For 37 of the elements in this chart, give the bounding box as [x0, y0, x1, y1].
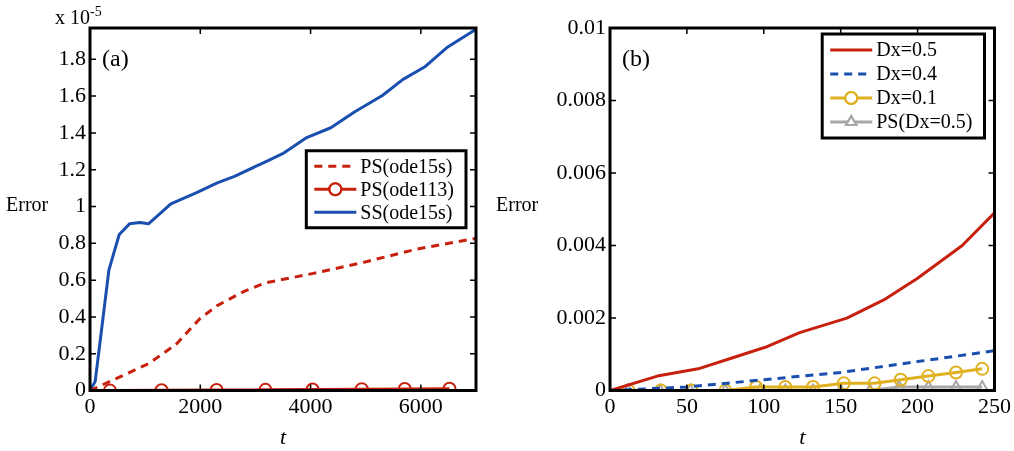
y-tick-label: 0.006 [556, 158, 606, 184]
x-tick-label: 50 [675, 392, 698, 418]
y-tick-label: 1.4 [58, 118, 86, 144]
y-tick-label: 0.008 [556, 86, 606, 112]
x-tick-label: 150 [824, 392, 858, 418]
legend-label: Dx=0.5 [876, 38, 937, 61]
y-tick-label: 1.6 [58, 81, 86, 107]
y-axis-title: Error [496, 192, 539, 215]
legend-label: PS(ode15s) [360, 154, 453, 178]
legend-label: Dx=0.1 [876, 86, 937, 109]
y-tick-label: 0 [75, 376, 86, 402]
x-tick-label: 2000 [178, 392, 223, 418]
x-tick-label: 6000 [398, 392, 443, 418]
y-tick-label: 1.8 [58, 45, 86, 71]
x-axis-title: t [799, 423, 807, 449]
x-tick-label: 4000 [288, 392, 333, 418]
legend-label: PS(Dx=0.5) [876, 110, 973, 134]
y-tick-label: 0.6 [58, 265, 86, 291]
x-axis-title: t [279, 423, 287, 449]
y-tick-label: 0 [595, 376, 606, 402]
y-tick-label: 0.01 [567, 13, 606, 39]
legend-label: SS(ode15s) [360, 200, 453, 224]
y-tick-label: 1 [75, 192, 86, 218]
annotation: (b) [622, 45, 650, 71]
legend-label: Dx=0.4 [876, 62, 937, 85]
legend-label: PS(ode113) [360, 177, 454, 201]
x-tick-label: 250 [978, 392, 1011, 418]
annotation: (a) [102, 45, 129, 71]
y-tick-label: 0.4 [58, 302, 86, 328]
y-tick-label: 0.004 [556, 231, 606, 257]
y-tick-label: 1.2 [58, 155, 86, 181]
y-tick-label: 0.002 [556, 303, 606, 329]
x-tick-label: 100 [747, 392, 781, 418]
x-tick-label: 200 [901, 392, 935, 418]
y-tick-label: 0.2 [58, 339, 86, 365]
y-axis-title: Error [6, 192, 49, 215]
y-tick-label: 0.8 [58, 229, 86, 255]
